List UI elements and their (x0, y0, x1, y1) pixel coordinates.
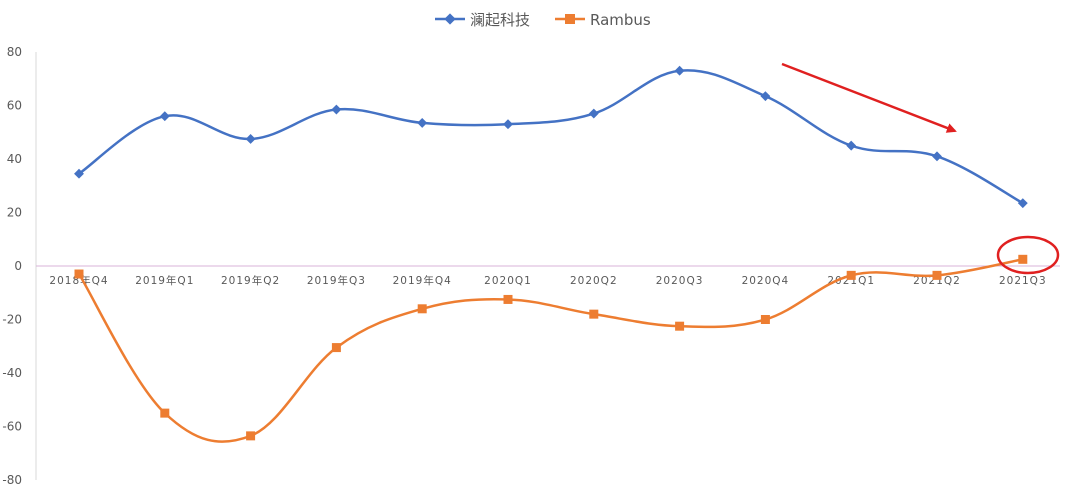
legend-label-0: 澜起科技 (470, 11, 530, 29)
series-1 (74, 254, 1028, 443)
legend-item-1: Rambus (555, 11, 651, 29)
series-0 (74, 65, 1028, 209)
y-tick-label: 20 (7, 206, 22, 220)
x-tick-label: 2021Q3 (999, 275, 1047, 287)
legend-label-1: Rambus (590, 11, 651, 29)
y-tick-label: 40 (7, 152, 22, 166)
data-point-0-1 (159, 111, 170, 122)
x-tick-label: 2021Q1 (827, 275, 875, 287)
legend-square-icon (565, 14, 575, 24)
x-axis-ticks: 2018年Q4 2019年Q1 2019年Q2 2019年Q3 2019年Q4 2020Q… (49, 274, 1047, 287)
y-tick-label: 60 (7, 99, 22, 113)
trend-arrow (781, 62, 957, 133)
data-point-0-4 (417, 117, 428, 128)
y-tick-label: -40 (2, 366, 22, 380)
data-point-0-11 (1017, 198, 1028, 209)
data-point-1-2 (246, 431, 256, 441)
x-tick-label: 2019年Q1 (135, 274, 194, 287)
legend-diamond-icon (444, 13, 456, 25)
data-point-0-2 (245, 133, 256, 144)
data-point-1-11 (1018, 254, 1028, 264)
series-group (74, 65, 1028, 443)
data-point-0-9 (846, 140, 857, 151)
x-tick-label: 2018年Q4 (49, 274, 108, 287)
y-tick-label: -80 (2, 473, 22, 487)
data-point-1-0 (74, 269, 84, 279)
legend: 澜起科技 Rambus (435, 11, 651, 29)
data-point-0-6 (588, 108, 599, 119)
data-point-1-6 (589, 309, 599, 319)
data-point-0-5 (503, 119, 513, 130)
data-point-1-8 (760, 315, 770, 324)
x-tick-label: 2021Q2 (913, 275, 961, 287)
x-tick-label: 2020Q3 (656, 275, 704, 287)
data-point-1-5 (503, 294, 513, 304)
y-tick-label: 80 (7, 45, 22, 59)
data-point-1-7 (675, 321, 685, 331)
x-tick-label: 2019年Q4 (393, 274, 452, 287)
data-point-0-7 (674, 65, 685, 76)
data-point-1-3 (331, 343, 341, 353)
x-tick-label: 2020Q4 (742, 275, 790, 287)
data-point-1-10 (932, 270, 942, 280)
data-point-0-10 (932, 151, 942, 162)
series-line-0 (78, 69, 1024, 205)
x-tick-label: 2019年Q2 (221, 274, 280, 287)
x-tick-label: 2019年Q3 (307, 274, 366, 287)
legend-item-0: 澜起科技 (435, 11, 530, 29)
y-tick-label: -20 (2, 313, 22, 327)
data-point-1-4 (417, 304, 427, 314)
y-axis-ticks: 80 60 40 20 0 -20 -40 -60 -80 (2, 45, 22, 487)
data-point-1-9 (846, 270, 856, 280)
x-tick-label: 2020Q2 (570, 275, 618, 287)
data-point-0-0 (74, 168, 84, 179)
data-point-1-1 (160, 408, 170, 418)
data-point-0-3 (331, 104, 342, 115)
y-tick-label: -60 (2, 420, 22, 434)
x-tick-label: 2020Q1 (484, 275, 532, 287)
y-tick-label: 0 (14, 259, 22, 273)
highlight-ellipse (996, 235, 1060, 275)
data-point-0-8 (760, 91, 771, 102)
